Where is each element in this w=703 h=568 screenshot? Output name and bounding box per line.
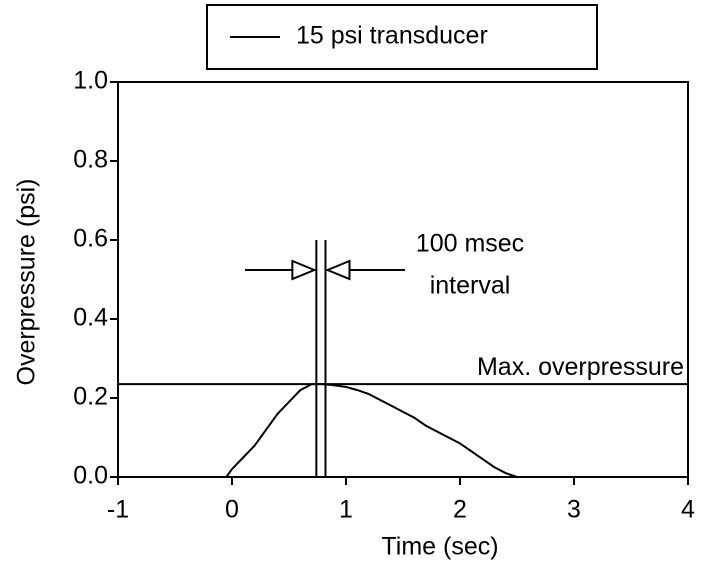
legend-label: 15 psi transducer	[296, 22, 488, 50]
x-tick-label: -1	[107, 496, 129, 524]
data-line	[118, 383, 688, 478]
y-axis-label: Overpressure (psi)	[13, 179, 41, 386]
interval-label: 100 msec	[416, 230, 524, 258]
x-tick-label: 4	[681, 496, 695, 524]
plot-frame	[117, 81, 689, 478]
y-tick-label: 0.2	[73, 383, 108, 411]
y-tick-label: 0.6	[73, 225, 108, 253]
arrow-head	[324, 259, 351, 281]
x-tick-label: 2	[453, 496, 467, 524]
y-tick-label: 0.0	[73, 462, 108, 490]
interval-label: interval	[430, 272, 511, 300]
x-tick-label: 1	[339, 496, 353, 524]
x-tick-label: 3	[567, 496, 581, 524]
arrow-head	[291, 259, 318, 281]
legend-box	[206, 4, 598, 70]
y-tick-label: 0.8	[73, 146, 108, 174]
x-axis-label: Time (sec)	[381, 533, 498, 561]
y-tick-label: 0.4	[73, 304, 108, 332]
y-tick-label: 1.0	[73, 67, 108, 95]
x-tick-label: 0	[225, 496, 239, 524]
max-label: Max. overpressure	[477, 353, 684, 381]
